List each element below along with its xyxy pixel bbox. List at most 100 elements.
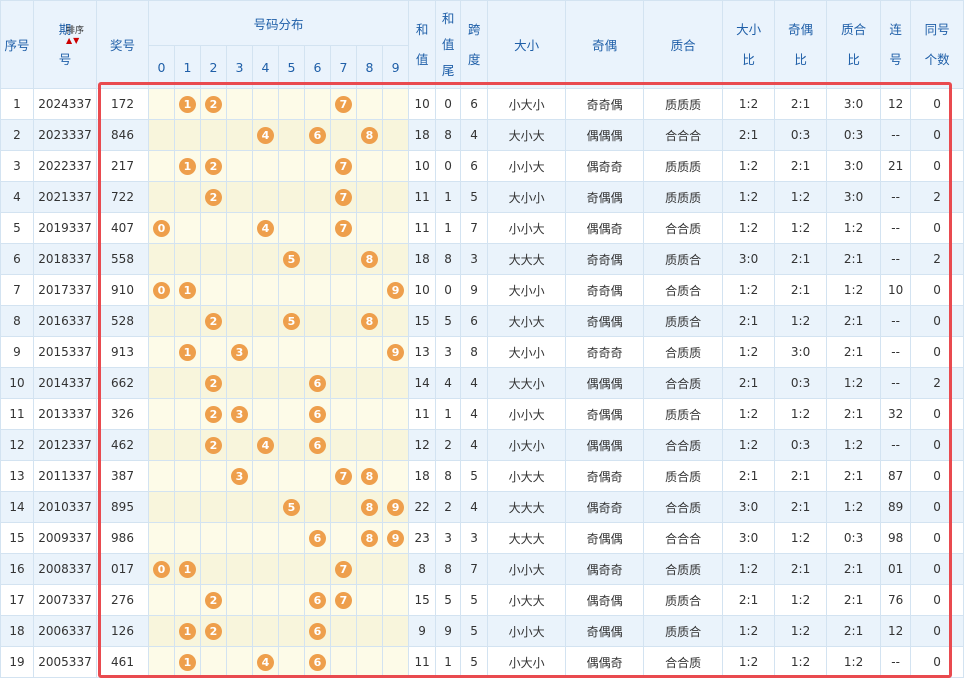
- cell: 小大大: [487, 584, 567, 616]
- sort-button[interactable]: 排序 ▲▼: [66, 26, 84, 46]
- cell: 18: [0, 615, 34, 647]
- digit-cell: [174, 491, 201, 523]
- cell: 01: [880, 553, 912, 585]
- number-ball: 6: [309, 405, 326, 423]
- cell: 2: [435, 491, 462, 523]
- digit-cell: [252, 243, 279, 275]
- digit-cell: [278, 584, 305, 616]
- cell: 4: [460, 119, 489, 151]
- table-row: 19 2005337 461 1 4 6 11 1 5 小大小 偶偶奇 合合质 1:2 1:2 1:2 -- 0: [0, 646, 965, 678]
- digit-cell: [381, 305, 410, 337]
- table-row: 10 2014337 662 2 6 14 4 4 大大小 偶偶偶 合合质 2:1 0:3 1:2 -- 2: [0, 367, 965, 399]
- cell: 大小大: [487, 305, 567, 337]
- cell: 1:2: [722, 212, 776, 244]
- digit-cell: [304, 274, 331, 306]
- cell: 奇偶偶: [565, 181, 645, 213]
- digit-cell: [278, 150, 305, 182]
- cell: 1:2: [774, 522, 828, 554]
- cell: 1:2: [722, 429, 776, 461]
- cell: 质质合: [643, 398, 724, 430]
- cell: 2: [435, 429, 462, 461]
- digit-header: 4: [252, 45, 279, 89]
- cell: 0:3: [826, 522, 882, 554]
- cell: 2:1: [774, 88, 828, 120]
- cell: 1:2: [774, 646, 828, 678]
- digit-cell: 8: [356, 119, 383, 151]
- cell: 3: [460, 243, 489, 275]
- number-ball: 1: [179, 622, 196, 640]
- digit-cell: 9: [381, 336, 410, 368]
- cell: 质质合: [643, 305, 724, 337]
- table-row: 14 2010337 895 5 8 9 22 2 4 大大大 偶奇奇 合合质 3:0 2:1 1:2 89 0: [0, 491, 965, 523]
- cell: 小大小: [487, 646, 567, 678]
- digit-cell: 1: [174, 274, 201, 306]
- cell: 质质质: [643, 181, 724, 213]
- cell: 2:1: [722, 460, 776, 492]
- number-ball: 4: [257, 653, 274, 671]
- cell: --: [880, 336, 912, 368]
- number-ball: 2: [205, 374, 222, 392]
- number-ball: 6: [309, 591, 326, 609]
- digit-cell: [356, 88, 383, 120]
- digit-cell: [148, 305, 175, 337]
- cell: 3:0: [826, 88, 882, 120]
- cell: 0: [910, 460, 965, 492]
- header-cell[interactable]: 期号: [33, 0, 97, 89]
- cell: 大大大: [487, 522, 567, 554]
- digit-cell: [174, 584, 201, 616]
- digit-cell: [356, 150, 383, 182]
- digit-cell: [148, 119, 175, 151]
- digit-cell: [200, 553, 227, 585]
- digit-cell: 1: [174, 615, 201, 647]
- number-ball: 2: [205, 622, 222, 640]
- digit-cell: [148, 522, 175, 554]
- table-row: 2 2023337 846 4 6 8 18 8 4 大小大 偶偶偶 合合合 2:1 0:3 0:3 -- 0: [0, 119, 965, 151]
- cell: 15: [0, 522, 34, 554]
- digit-cell: [278, 88, 305, 120]
- digit-cell: [252, 615, 279, 647]
- cell: 10: [408, 150, 437, 182]
- number-ball: 1: [179, 560, 196, 578]
- cell: 9: [408, 615, 437, 647]
- cell: 1:2: [774, 615, 828, 647]
- cell: 17: [0, 584, 34, 616]
- table-row: 11 2013337 326 2 3 6 11 1 4 小小大 奇偶偶 质质合 1:2 1:2 2:1 32 0: [0, 398, 965, 430]
- digit-cell: [252, 398, 279, 430]
- cell: 0: [910, 553, 965, 585]
- number-ball: 4: [257, 126, 274, 144]
- cell: 8: [435, 243, 462, 275]
- number-ball: 9: [387, 498, 405, 516]
- digit-cell: [304, 305, 331, 337]
- cell: 小小大: [487, 150, 567, 182]
- header-text: 大小比: [736, 21, 762, 67]
- digit-cell: [174, 212, 201, 244]
- cell: 奇奇奇: [565, 336, 645, 368]
- digit-cell: 7: [330, 150, 357, 182]
- cell: 8: [460, 336, 489, 368]
- table-row: 18 2006337 126 1 2 6 9 9 5 小小大 奇偶偶 质质合 1:2 1:2 2:1 12 0: [0, 615, 965, 647]
- cell: 小大小: [487, 88, 567, 120]
- digit-cell: [148, 646, 175, 678]
- cell: 1:2: [774, 181, 828, 213]
- cell: 1: [0, 88, 34, 120]
- digit-cell: [226, 584, 253, 616]
- digit-cell: [278, 646, 305, 678]
- number-ball: 7: [335, 467, 352, 485]
- number-ball: 7: [335, 95, 352, 113]
- digit-cell: [356, 181, 383, 213]
- digit-cell: 1: [174, 336, 201, 368]
- cell: 5: [0, 212, 34, 244]
- cell: 2:1: [826, 584, 882, 616]
- cell: 2008337: [33, 553, 97, 585]
- digit-cell: 5: [278, 243, 305, 275]
- cell: 大小大: [487, 119, 567, 151]
- cell: 5: [460, 460, 489, 492]
- cell: 5: [460, 181, 489, 213]
- cell: 8: [435, 553, 462, 585]
- cell: 0: [435, 150, 462, 182]
- cell: 质质合: [643, 584, 724, 616]
- digit-cell: [278, 398, 305, 430]
- digit-cell: [356, 553, 383, 585]
- cell: 5: [460, 615, 489, 647]
- number-ball: 6: [309, 436, 326, 454]
